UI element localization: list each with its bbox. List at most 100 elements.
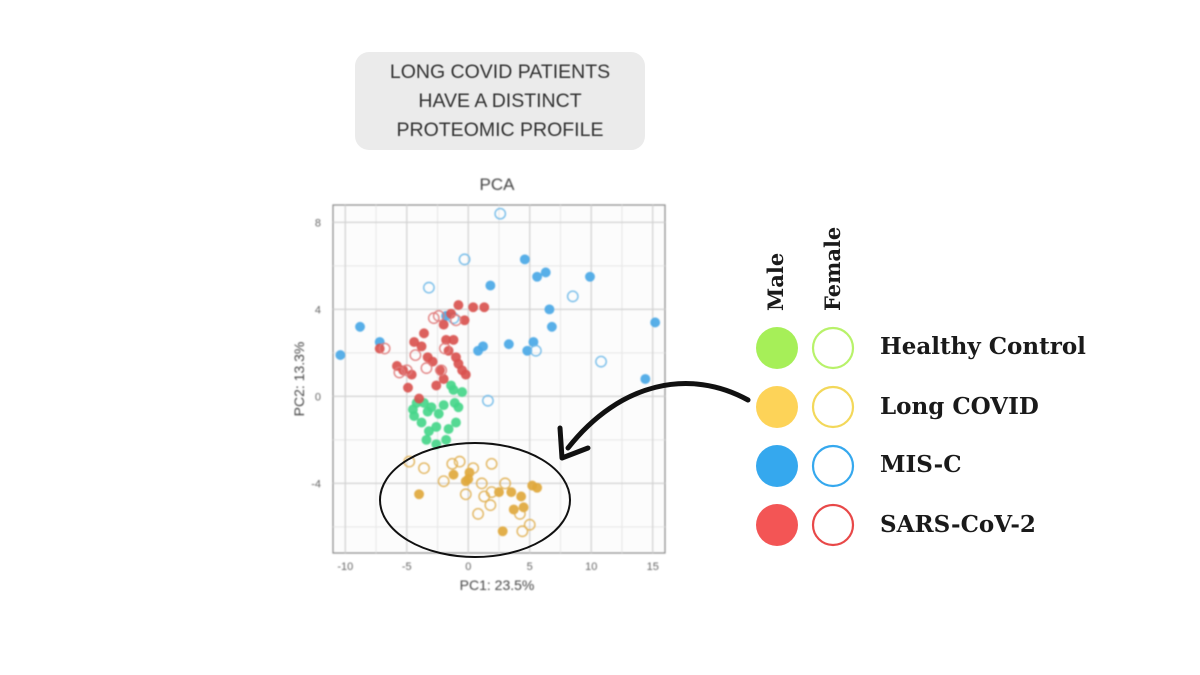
headline-line-3: PROTEOMIC PROFILE: [396, 118, 604, 141]
point-long-covid-male: [532, 482, 543, 493]
point-mis-c-male: [544, 304, 555, 315]
y-tick-label: 4: [315, 304, 321, 316]
legend-female-long-covid: [811, 385, 855, 429]
point-long-covid-male: [518, 502, 529, 513]
x-tick-label: 5: [527, 561, 533, 573]
legend-col-male: Male: [763, 252, 788, 311]
point-healthy-control-male: [449, 398, 460, 408]
legend-male-sars-cov-2: [756, 504, 798, 546]
point-mis-c-male: [355, 321, 365, 332]
point-sars-cov-2-male: [448, 334, 459, 345]
legend-male-mis-c: [756, 445, 798, 487]
legend-col-female: Female: [820, 226, 845, 311]
point-mis-c-male: [546, 321, 557, 332]
legend-label-healthy-control: Healthy Control: [880, 333, 1086, 360]
point-healthy-control-male: [438, 400, 449, 410]
point-sars-cov-2-male: [453, 300, 464, 310]
point-mis-c-male: [519, 254, 530, 265]
point-mis-c-female: [482, 394, 494, 407]
point-mis-c-female: [595, 355, 607, 368]
point-mis-c-male: [478, 341, 488, 352]
x-tick-label: -5: [402, 561, 412, 573]
point-mis-c-female: [566, 290, 579, 303]
point-sars-cov-2-female: [439, 342, 451, 355]
point-sars-cov-2-female: [378, 342, 391, 355]
point-healthy-control-male: [441, 434, 452, 445]
point-mis-c-male: [650, 317, 661, 328]
pointer-arrow: [565, 381, 751, 451]
y-axis-label: PC2: 13.3%: [291, 342, 307, 417]
legend-label-mis-c: MIS-C: [880, 451, 962, 478]
point-long-covid-female: [499, 477, 511, 490]
point-mis-c-male: [532, 271, 543, 282]
point-long-covid-female: [523, 518, 536, 531]
point-healthy-control-male: [421, 434, 432, 445]
point-long-covid-female: [514, 507, 526, 520]
point-mis-c-female: [494, 207, 507, 220]
point-sars-cov-2-female: [435, 364, 448, 377]
legend-male-long-covid: [756, 386, 798, 428]
y-tick-label: 0: [315, 391, 321, 403]
x-tick-label: 15: [647, 561, 659, 573]
point-long-covid-female: [478, 490, 491, 503]
point-sars-cov-2-female: [450, 314, 462, 327]
point-sars-cov-2-male: [416, 341, 427, 352]
point-mis-c-male: [485, 280, 496, 291]
point-long-covid-female: [475, 477, 488, 490]
point-sars-cov-2-male: [431, 380, 442, 391]
point-sars-cov-2-male: [403, 382, 413, 393]
point-sars-cov-2-male: [459, 315, 470, 326]
point-sars-cov-2-female: [420, 362, 433, 374]
point-mis-c-male: [335, 350, 346, 360]
point-healthy-control-male: [426, 402, 437, 413]
headline-box: LONG COVID PATIENTS HAVE A DISTINCT PROT…: [355, 52, 645, 150]
headline-text: LONG COVID PATIENTS HAVE A DISTINCT PROT…: [390, 58, 610, 145]
point-long-covid-female: [446, 457, 459, 470]
point-long-covid-female: [484, 499, 497, 511]
point-long-covid-female: [516, 525, 529, 538]
point-mis-c-male: [585, 271, 595, 282]
headline-line-1: LONG COVID PATIENTS: [389, 60, 611, 83]
point-long-covid-male: [506, 487, 517, 497]
pointer-arrow-head: [557, 425, 591, 461]
point-sars-cov-2-male: [414, 393, 424, 404]
point-long-covid-female: [467, 462, 480, 475]
long-covid-cluster-ellipse: [379, 442, 571, 558]
grid-layer: [333, 205, 665, 553]
chart-title: PCA: [480, 175, 516, 194]
legend-male-healthy-control: [756, 327, 798, 369]
point-mis-c-male: [540, 267, 551, 278]
y-tick-label: -4: [311, 478, 321, 490]
point-long-covid-female: [453, 455, 466, 468]
point-sars-cov-2-male: [409, 337, 420, 347]
legend-female-mis-c: [811, 444, 855, 488]
point-sars-cov-2-male: [438, 319, 449, 330]
point-long-covid-female: [485, 457, 498, 470]
point-healthy-control-male: [433, 408, 444, 419]
point-long-covid-female: [472, 507, 484, 520]
point-long-covid-female: [459, 488, 472, 501]
point-healthy-control-male: [457, 387, 468, 397]
point-long-covid-male: [516, 491, 527, 502]
point-healthy-control-male: [416, 417, 427, 428]
x-tick-label: 0: [465, 561, 471, 573]
point-mis-c-male: [522, 345, 533, 356]
x-tick-label: 10: [585, 561, 597, 573]
point-long-covid-male: [463, 474, 474, 484]
headline-line-2: HAVE A DISTINCT: [418, 89, 582, 112]
legend-female-sars-cov-2: [811, 503, 855, 547]
point-healthy-control-male: [451, 417, 461, 428]
x-axis-label: PC1: 23.5%: [460, 577, 535, 593]
point-long-covid-male: [448, 469, 459, 480]
legend-markers: [756, 326, 855, 547]
point-healthy-control-male: [409, 411, 420, 421]
point-sars-cov-2-male: [419, 328, 429, 339]
point-long-covid-female: [418, 462, 430, 475]
y-tick-label: 8: [315, 217, 321, 229]
point-mis-c-female: [423, 281, 435, 294]
point-sars-cov-2-female: [409, 349, 422, 361]
point-mis-c-female: [530, 344, 542, 357]
point-sars-cov-2-male: [468, 302, 479, 313]
point-healthy-control-male: [443, 424, 454, 434]
